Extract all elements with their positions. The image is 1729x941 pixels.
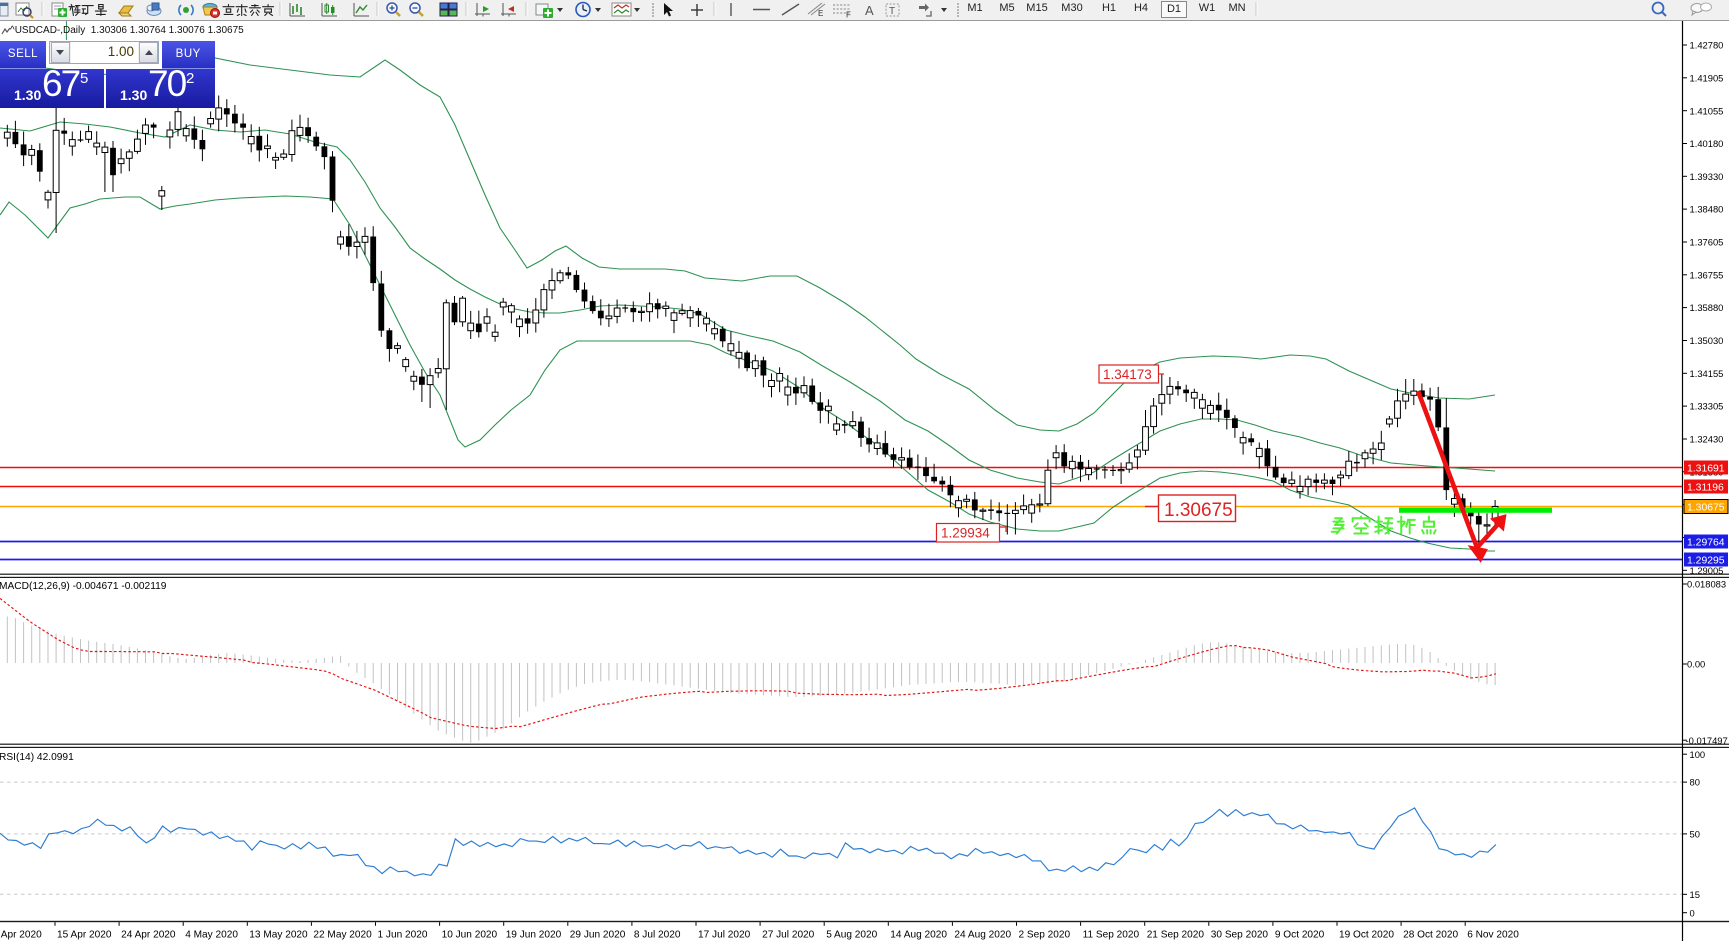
- svg-text:1.34173: 1.34173: [1103, 367, 1152, 382]
- svg-text:15 Apr 2020: 15 Apr 2020: [57, 930, 112, 941]
- svg-text:1.30675: 1.30675: [1687, 502, 1725, 513]
- svg-text:10 Jun 2020: 10 Jun 2020: [442, 930, 498, 941]
- svg-text:1.41055: 1.41055: [1690, 105, 1724, 116]
- svg-text:4 May 2020: 4 May 2020: [185, 930, 238, 941]
- svg-text:1.35030: 1.35030: [1690, 335, 1724, 346]
- svg-text:-0.017497: -0.017497: [1686, 735, 1728, 746]
- svg-text:1.31691: 1.31691: [1687, 463, 1725, 474]
- svg-text:1.33305: 1.33305: [1690, 401, 1724, 412]
- svg-text:1.29005: 1.29005: [1690, 565, 1724, 576]
- svg-text:1.29934: 1.29934: [941, 526, 990, 541]
- svg-text:A: A: [865, 3, 874, 18]
- svg-text:1.32430: 1.32430: [1690, 434, 1724, 445]
- svg-text:24 Apr 2020: 24 Apr 2020: [121, 930, 176, 941]
- svg-text:1.30675: 1.30675: [1164, 500, 1233, 521]
- svg-text:E: E: [818, 9, 823, 18]
- svg-text:17 Jul 2020: 17 Jul 2020: [698, 930, 751, 941]
- svg-text:6 Nov 2020: 6 Nov 2020: [1467, 930, 1519, 941]
- svg-text:27 Jul 2020: 27 Jul 2020: [762, 930, 815, 941]
- svg-text:F: F: [846, 11, 851, 20]
- svg-text:1.39330: 1.39330: [1690, 171, 1724, 182]
- svg-text:8 Jul 2020: 8 Jul 2020: [634, 930, 681, 941]
- svg-text:21 Sep 2020: 21 Sep 2020: [1147, 930, 1205, 941]
- svg-text:80: 80: [1690, 777, 1700, 788]
- svg-text:14 Aug 2020: 14 Aug 2020: [890, 930, 947, 941]
- svg-text:29 Jun 2020: 29 Jun 2020: [570, 930, 626, 941]
- svg-text:2 Sep 2020: 2 Sep 2020: [1019, 930, 1071, 941]
- svg-text:9 Oct 2020: 9 Oct 2020: [1275, 930, 1325, 941]
- svg-text:1.34155: 1.34155: [1690, 368, 1724, 379]
- svg-text:1.29764: 1.29764: [1687, 537, 1725, 548]
- svg-text:0.00: 0.00: [1687, 659, 1705, 670]
- svg-text:T: T: [889, 6, 895, 17]
- svg-text:1.38480: 1.38480: [1690, 204, 1724, 215]
- svg-text:15: 15: [1690, 889, 1700, 900]
- svg-text:1.35880: 1.35880: [1690, 302, 1724, 313]
- svg-text:22 May 2020: 22 May 2020: [313, 930, 372, 941]
- svg-text:6 Apr 2020: 6 Apr 2020: [0, 930, 42, 941]
- svg-text:1.42780: 1.42780: [1690, 40, 1724, 51]
- svg-text:0.018083: 0.018083: [1687, 579, 1726, 590]
- svg-text:1 Jun 2020: 1 Jun 2020: [378, 930, 428, 941]
- svg-text:19 Oct 2020: 19 Oct 2020: [1339, 930, 1394, 941]
- svg-text:1.40180: 1.40180: [1690, 138, 1724, 149]
- svg-text:100: 100: [1690, 749, 1706, 760]
- svg-text:0: 0: [1690, 907, 1695, 918]
- svg-text:5 Aug 2020: 5 Aug 2020: [826, 930, 877, 941]
- svg-text:MACD(12,26,9) -0.004671 -0.002: MACD(12,26,9) -0.004671 -0.002119: [0, 581, 167, 592]
- svg-text:11 Sep 2020: 11 Sep 2020: [1083, 930, 1140, 941]
- svg-text:1.36755: 1.36755: [1690, 269, 1724, 280]
- svg-text:30 Sep 2020: 30 Sep 2020: [1211, 930, 1269, 941]
- svg-text:RSI(14) 42.0991: RSI(14) 42.0991: [0, 752, 74, 763]
- svg-text:1.41905: 1.41905: [1690, 72, 1724, 83]
- svg-text:1.29295: 1.29295: [1687, 555, 1725, 566]
- svg-text:13 May 2020: 13 May 2020: [249, 930, 308, 941]
- svg-text:24 Aug 2020: 24 Aug 2020: [954, 930, 1011, 941]
- svg-text:1.37605: 1.37605: [1690, 237, 1724, 248]
- svg-text:50: 50: [1690, 829, 1700, 840]
- svg-text:19 Jun 2020: 19 Jun 2020: [506, 930, 562, 941]
- svg-text:28 Oct 2020: 28 Oct 2020: [1403, 930, 1458, 941]
- svg-text:1.31196: 1.31196: [1687, 482, 1724, 493]
